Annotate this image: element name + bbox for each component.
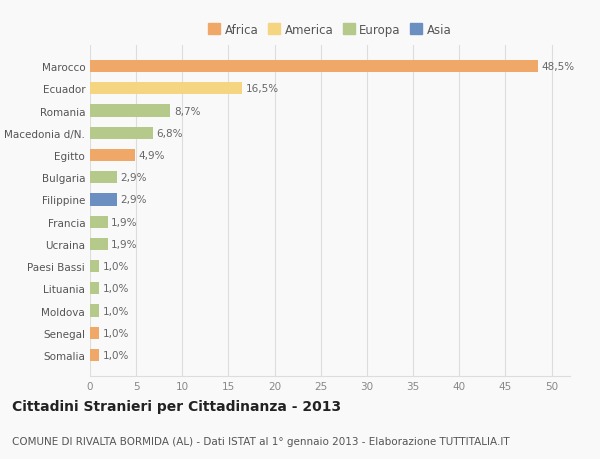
Text: 6,8%: 6,8%	[157, 129, 183, 139]
Bar	[90, 194, 117, 206]
Bar	[90, 61, 538, 73]
Bar	[90, 83, 242, 95]
Bar	[90, 305, 99, 317]
Text: 1,0%: 1,0%	[103, 350, 129, 360]
Text: 1,0%: 1,0%	[103, 328, 129, 338]
Text: 1,0%: 1,0%	[103, 284, 129, 294]
Text: 2,9%: 2,9%	[121, 195, 147, 205]
Bar	[90, 128, 153, 140]
Bar	[90, 283, 99, 295]
Text: 48,5%: 48,5%	[541, 62, 575, 72]
Bar	[90, 327, 99, 339]
Text: 4,9%: 4,9%	[139, 151, 166, 161]
Text: Cittadini Stranieri per Cittadinanza - 2013: Cittadini Stranieri per Cittadinanza - 2…	[12, 399, 341, 413]
Text: 1,0%: 1,0%	[103, 306, 129, 316]
Bar	[90, 216, 107, 228]
Text: 1,0%: 1,0%	[103, 262, 129, 272]
Bar	[90, 105, 170, 118]
Bar	[90, 172, 117, 184]
Text: 16,5%: 16,5%	[246, 84, 279, 94]
Text: 1,9%: 1,9%	[111, 240, 138, 249]
Text: 8,7%: 8,7%	[174, 106, 200, 116]
Bar	[90, 260, 99, 273]
Bar	[90, 238, 107, 251]
Text: 2,9%: 2,9%	[121, 173, 147, 183]
Bar	[90, 349, 99, 361]
Bar	[90, 150, 135, 162]
Text: 1,9%: 1,9%	[111, 217, 138, 227]
Legend: Africa, America, Europa, Asia: Africa, America, Europa, Asia	[203, 19, 457, 41]
Text: COMUNE DI RIVALTA BORMIDA (AL) - Dati ISTAT al 1° gennaio 2013 - Elaborazione TU: COMUNE DI RIVALTA BORMIDA (AL) - Dati IS…	[12, 436, 509, 446]
